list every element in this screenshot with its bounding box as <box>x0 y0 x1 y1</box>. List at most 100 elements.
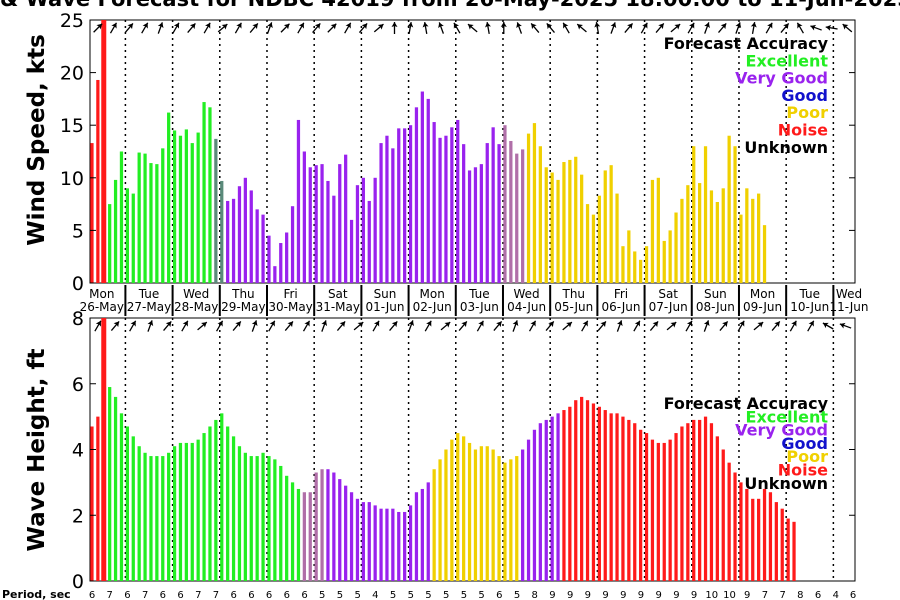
date-label: 01-Jun <box>365 300 404 314</box>
bar <box>509 459 513 581</box>
date-label: 02-Jun <box>413 300 452 314</box>
direction-arrow <box>353 321 364 331</box>
direction-arrow <box>842 23 853 33</box>
period-value: 5 <box>408 590 414 600</box>
wave-direction-arrows <box>94 320 852 332</box>
bar <box>255 209 259 283</box>
bar <box>243 177 247 283</box>
bar <box>727 135 731 283</box>
direction-arrow <box>796 22 804 34</box>
bar <box>344 485 348 581</box>
period-value: 6 <box>815 590 821 600</box>
period-value: 9 <box>673 590 679 600</box>
bar <box>491 449 495 581</box>
direction-arrow <box>336 320 346 332</box>
bar <box>544 419 548 581</box>
date-label: 27-May <box>127 300 171 314</box>
bar <box>757 193 761 283</box>
bar <box>131 193 135 283</box>
bar <box>662 442 666 581</box>
bar <box>467 170 472 283</box>
direction-arrow <box>141 22 149 34</box>
bar <box>727 462 731 581</box>
bar <box>751 498 755 581</box>
bar <box>733 472 737 581</box>
bar <box>721 188 725 283</box>
bar <box>444 135 448 283</box>
bar <box>438 137 442 283</box>
day-name-label: Tue <box>799 287 821 301</box>
direction-arrow <box>649 320 659 332</box>
legend-item: Excellent <box>746 51 829 70</box>
bar <box>686 185 690 283</box>
bar <box>680 426 684 581</box>
period-value: 7 <box>142 590 148 600</box>
bar <box>184 129 188 283</box>
bar <box>90 143 94 283</box>
bar <box>414 492 419 581</box>
period-value: 9 <box>620 590 626 600</box>
period-value: 5 <box>443 590 449 600</box>
date-label: 31-May <box>316 300 360 314</box>
bar <box>161 456 165 581</box>
period-value: 7 <box>779 590 785 600</box>
direction-arrow <box>232 320 242 332</box>
bar <box>497 144 501 283</box>
bar <box>397 511 401 581</box>
bar <box>615 413 619 581</box>
period-value: 7 <box>107 590 113 600</box>
direction-arrow <box>765 22 773 34</box>
bar <box>762 225 767 283</box>
direction-arrow <box>822 322 834 330</box>
direction-arrow <box>737 320 745 332</box>
direction-arrow <box>129 320 137 332</box>
bar <box>349 492 354 581</box>
bar <box>462 436 466 581</box>
bar <box>503 462 507 581</box>
period-value: 9 <box>744 590 750 600</box>
bar <box>574 156 578 283</box>
bar <box>261 214 265 283</box>
bar <box>709 190 714 283</box>
wave-periods: 6 7 6 7 6 6 7 7 6 6 6 6 6 5 5 5 4 5 5 5 5 5 5 6 5 8 9 9 9 9 9 9 9 9 9 10 10 9… <box>89 590 856 600</box>
day-name-label: Wed <box>836 287 862 301</box>
bar <box>597 406 601 581</box>
bar <box>231 198 236 283</box>
direction-arrow <box>251 320 258 332</box>
direction-arrow <box>197 321 208 331</box>
date-label: 28-May <box>174 300 218 314</box>
bar <box>273 266 277 283</box>
bar <box>155 164 159 283</box>
day-name-label: Tue <box>468 287 490 301</box>
y-tick-label: 8 <box>72 308 84 330</box>
bar <box>414 107 419 283</box>
bar <box>338 479 342 581</box>
legend-item: Good <box>781 434 828 453</box>
bar <box>190 442 194 581</box>
direction-arrow <box>440 321 451 331</box>
direction-arrow <box>408 320 414 332</box>
direction-arrow <box>807 320 815 332</box>
bar <box>231 436 236 581</box>
bar <box>113 179 118 283</box>
bar <box>603 170 607 283</box>
current-time-marker <box>101 20 107 283</box>
bar <box>668 230 672 283</box>
day-name-label: Mon <box>89 287 114 301</box>
bar <box>314 165 318 283</box>
y-tick-label: 15 <box>60 115 84 137</box>
bar <box>485 143 489 283</box>
direction-arrow <box>576 23 587 33</box>
direction-arrow <box>94 320 102 332</box>
bar <box>627 230 631 283</box>
wave-y-axis-label: Wave Height, ft <box>24 349 50 552</box>
bar <box>739 482 743 581</box>
bar <box>432 122 436 283</box>
y-tick-label: 2 <box>72 505 84 527</box>
direction-arrow <box>163 320 172 332</box>
wind-y-ticks: 0 5 10 15 20 25 <box>60 10 855 295</box>
direction-arrow <box>234 22 242 34</box>
bar <box>739 214 743 283</box>
y-tick-label: 6 <box>72 374 84 396</box>
